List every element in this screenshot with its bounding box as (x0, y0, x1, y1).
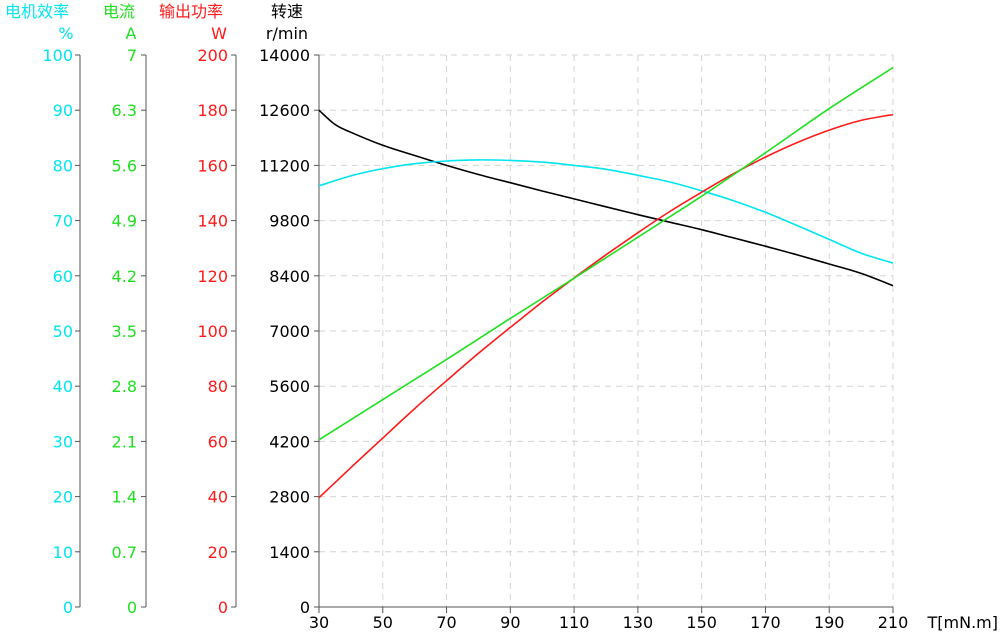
speed-axis-unit: r/min (266, 24, 308, 43)
power-tick-label: 140 (197, 212, 228, 231)
efficiency-tick-label: 90 (53, 101, 73, 120)
current-tick-label: 2.8 (112, 377, 137, 396)
power-curve (318, 113, 894, 499)
power-tick-label: 20 (208, 543, 228, 562)
power-tick-label: 100 (197, 322, 228, 341)
x-tick-label: 190 (814, 613, 845, 632)
efficiency-tick-label: 70 (53, 212, 73, 231)
current-tick-label: 4.2 (112, 267, 137, 286)
x-tick-label: 110 (559, 613, 590, 632)
current-tick-label: 6.3 (112, 101, 137, 120)
efficiency-axis-unit: % (58, 24, 73, 43)
current-curve (318, 66, 894, 441)
x-axis-title: T[mN.m] (927, 613, 998, 632)
x-tick-label: 210 (878, 613, 909, 632)
speed-tick-label: 8400 (269, 267, 310, 286)
power-axis-unit: W (211, 24, 227, 43)
speed-tick-label: 9800 (269, 212, 310, 231)
power-tick-label: 40 (208, 488, 228, 507)
current-tick-label: 2.1 (112, 432, 137, 451)
current-tick-label: 0.7 (112, 543, 137, 562)
x-tick-label: 170 (750, 613, 781, 632)
current-axis-title: 电流 (103, 2, 135, 21)
speed-axis-title: 转速 (271, 2, 303, 21)
efficiency-tick-label: 50 (53, 322, 73, 341)
speed-tick-label: 12600 (259, 101, 310, 120)
x-tick-label: 30 (309, 613, 329, 632)
efficiency-tick-label: 30 (53, 432, 73, 451)
speed-tick-label: 7000 (269, 322, 310, 341)
efficiency-tick-label: 60 (53, 267, 73, 286)
efficiency-tick-label: 80 (53, 156, 73, 175)
x-tick-label: 130 (623, 613, 654, 632)
speed-tick-label: 11200 (259, 156, 310, 175)
efficiency-curve (318, 159, 894, 264)
power-tick-label: 80 (208, 377, 228, 396)
current-tick-label: 7 (127, 46, 137, 65)
current-tick-label: 5.6 (112, 156, 137, 175)
x-tick-label: 150 (686, 613, 717, 632)
power-tick-label: 180 (197, 101, 228, 120)
efficiency-tick-label: 40 (53, 377, 73, 396)
efficiency-tick-label: 0 (63, 598, 73, 617)
speed-curve (318, 109, 894, 287)
current-tick-label: 3.5 (112, 322, 137, 341)
speed-tick-label: 5600 (269, 377, 310, 396)
current-tick-label: 0 (127, 598, 137, 617)
speed-tick-label: 0 (300, 598, 310, 617)
efficiency-tick-label: 20 (53, 488, 73, 507)
current-tick-label: 4.9 (112, 212, 137, 231)
x-tick-label: 50 (373, 613, 393, 632)
power-tick-label: 0 (218, 598, 228, 617)
power-tick-label: 120 (197, 267, 228, 286)
speed-tick-label: 1400 (269, 543, 310, 562)
power-tick-label: 60 (208, 432, 228, 451)
power-tick-label: 160 (197, 156, 228, 175)
current-axis-unit: A (126, 24, 137, 43)
speed-tick-label: 14000 (259, 46, 310, 65)
speed-tick-label: 2800 (269, 488, 310, 507)
x-tick-label: 70 (436, 613, 456, 632)
x-tick-label: 90 (500, 613, 520, 632)
efficiency-tick-label: 10 (53, 543, 73, 562)
current-tick-label: 1.4 (112, 488, 137, 507)
efficiency-axis-title: 电机效率 (5, 2, 69, 21)
power-tick-label: 200 (197, 46, 228, 65)
speed-tick-label: 4200 (269, 432, 310, 451)
power-axis-title: 输出功率 (159, 2, 223, 21)
efficiency-tick-label: 100 (42, 46, 73, 65)
